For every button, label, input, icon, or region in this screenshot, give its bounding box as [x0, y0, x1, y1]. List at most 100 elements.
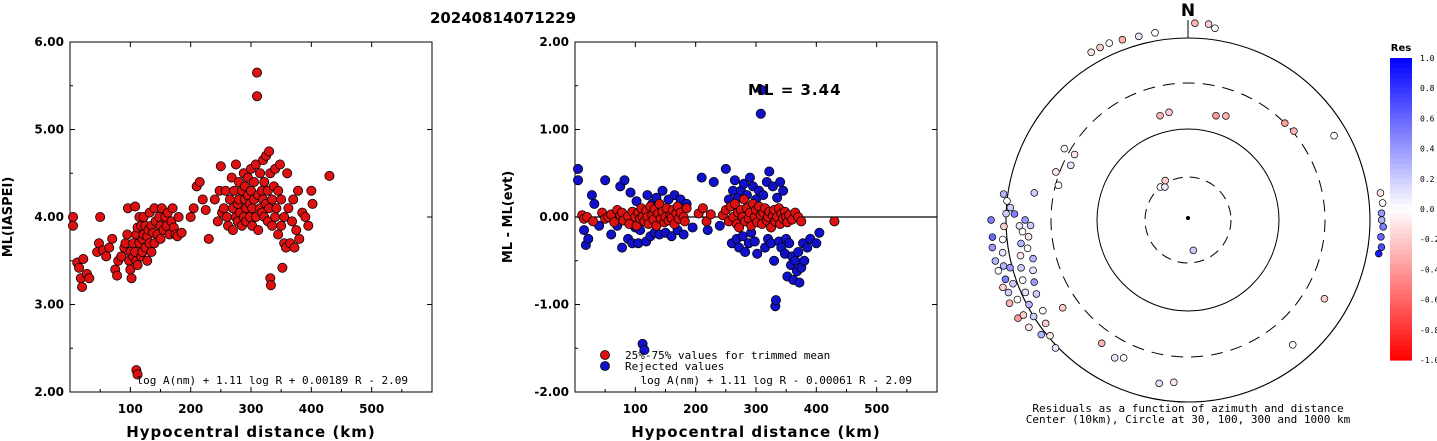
rejected-point — [770, 295, 781, 306]
residual-point — [1024, 233, 1033, 241]
rejected-point — [758, 190, 769, 201]
residual-point — [1191, 19, 1199, 27]
rejected-point — [631, 196, 642, 207]
residual-point — [1016, 251, 1025, 260]
data-point — [74, 262, 85, 273]
rejected-point — [769, 255, 780, 266]
residual-point — [1377, 243, 1386, 251]
data-point — [306, 185, 317, 196]
rejected-point — [737, 231, 748, 242]
colorbar-segment — [1390, 339, 1412, 346]
data-point — [112, 270, 123, 281]
data-point — [84, 273, 95, 284]
colorbar-tick-label: 0.2 — [1420, 175, 1435, 184]
legend-marker-trimmed — [600, 350, 610, 360]
colorbar-segment — [1390, 244, 1412, 250]
residual-point — [999, 262, 1008, 270]
residual-point — [1377, 216, 1386, 224]
y-tick-label: 2.00 — [34, 385, 64, 399]
ring-300km — [1050, 82, 1326, 358]
residual-point — [1110, 354, 1119, 362]
residual-point — [1009, 279, 1017, 288]
colorbar-tick-label: 0.8 — [1420, 84, 1435, 93]
rejected-point — [755, 108, 766, 119]
residual-point — [1096, 43, 1104, 52]
residual-point — [1004, 288, 1013, 297]
data-point — [197, 194, 208, 205]
colorbar-segment — [1390, 229, 1412, 235]
north-label: N — [1181, 1, 1195, 21]
data-point — [273, 185, 284, 196]
data-point — [146, 246, 157, 257]
data-point — [194, 176, 205, 187]
residual-point — [1018, 227, 1027, 236]
x-tick-label: 500 — [864, 402, 889, 416]
data-point — [273, 229, 284, 240]
colorbar-segment — [1390, 158, 1412, 165]
data-point — [185, 211, 196, 222]
colorbar-segment — [1390, 279, 1412, 286]
data-point — [303, 220, 314, 231]
residual-point — [1165, 108, 1173, 117]
rejected-point — [687, 222, 698, 233]
residual-point — [1330, 131, 1338, 140]
data-point — [107, 233, 118, 244]
residual-point — [1156, 111, 1164, 120]
colorbar-tick-label: -0.4 — [1420, 265, 1437, 274]
data-point — [274, 159, 285, 170]
data-point — [155, 233, 166, 244]
y-axis-label: ML - ML(evt) — [501, 171, 516, 263]
residual-point — [1189, 246, 1198, 255]
trimmed-point — [734, 222, 745, 233]
data-point — [203, 233, 214, 244]
residual-point — [1001, 275, 1010, 284]
colorbar-title: Res — [1391, 43, 1411, 54]
residual-point — [1017, 264, 1025, 272]
data-point — [77, 281, 88, 292]
ring-100km — [1096, 128, 1280, 312]
residual-point — [1161, 183, 1169, 191]
residual-point — [1377, 233, 1385, 241]
rejected-point — [799, 255, 810, 266]
residual-point — [1222, 112, 1230, 120]
rejected-point — [811, 238, 822, 249]
residual-point — [987, 216, 995, 224]
rejected-point — [714, 220, 725, 231]
data-points — [987, 19, 1387, 388]
residual-point — [994, 267, 1003, 275]
y-tick-label: 5.00 — [34, 123, 64, 137]
colorbar-segment — [1390, 289, 1412, 296]
colorbar-segment — [1390, 334, 1412, 341]
rejected-point — [752, 248, 763, 259]
data-point — [101, 251, 112, 262]
data-point — [167, 203, 178, 214]
residual-point — [1058, 303, 1067, 312]
trimmed-point — [829, 216, 840, 227]
trimmed-point — [679, 216, 690, 227]
colorbar-segment — [1390, 98, 1412, 104]
residual-point — [1052, 168, 1060, 176]
colorbar-segment — [1390, 173, 1412, 180]
x-tick-label: 200 — [178, 402, 203, 416]
data-point — [324, 170, 335, 181]
colorbar-segment — [1390, 198, 1412, 205]
residual-point — [1204, 20, 1213, 28]
ml-annotation: ML = 3.44 — [748, 81, 842, 99]
data-point — [307, 198, 318, 209]
colorbar-segment — [1390, 319, 1412, 326]
residual-point — [1025, 300, 1033, 309]
data-point — [300, 211, 311, 222]
rejected-point — [802, 242, 813, 253]
data-point — [288, 194, 299, 205]
rejected-point — [702, 225, 713, 236]
y-tick-label: 6.00 — [34, 35, 64, 49]
colorbar-segment — [1390, 349, 1412, 356]
colorbar-segment — [1390, 68, 1412, 74]
colorbar-segment — [1390, 259, 1412, 265]
residual-point — [1087, 48, 1095, 57]
rejected-point — [749, 236, 760, 247]
axis-ticks: 100 200 300 400 500 2.00 3.00 4.00 5.00 6.00 — [34, 35, 432, 416]
data-point — [122, 229, 133, 240]
colorbar-tick-label: 1.0 — [1420, 54, 1435, 63]
colorbar-segment — [1390, 113, 1412, 119]
